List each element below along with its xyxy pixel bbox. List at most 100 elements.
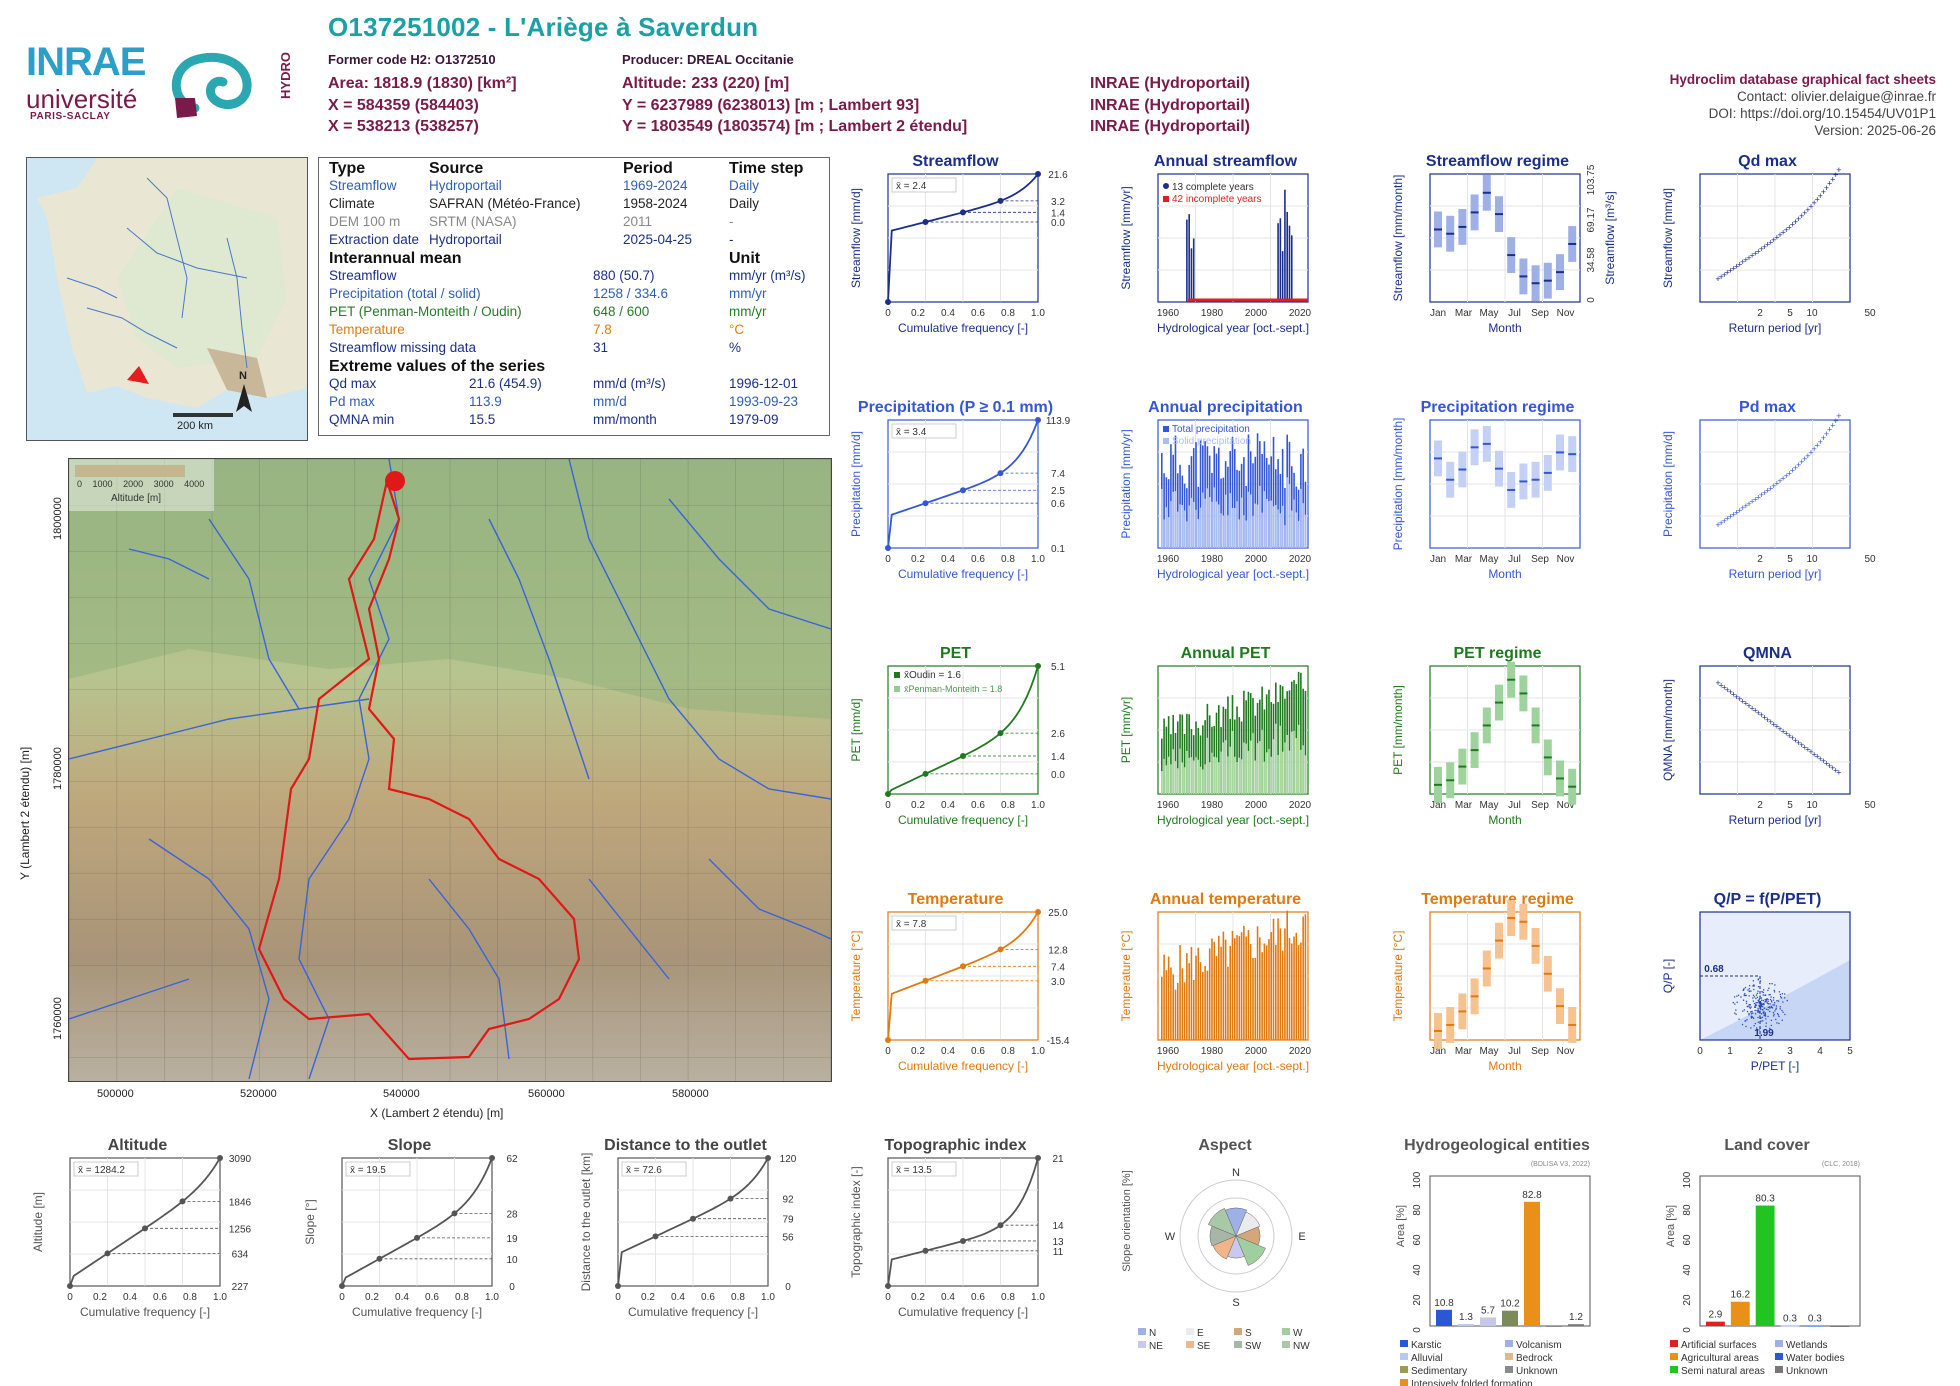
year-bar: [1186, 219, 1188, 302]
year-bar: [1192, 448, 1195, 548]
year-bar: [1192, 238, 1195, 302]
right-tick: 21: [1052, 1154, 1064, 1165]
doi-link[interactable]: DOI: https://doi.org/10.15454/UV01P1: [1708, 106, 1936, 121]
x-tick: 2: [1757, 308, 1763, 319]
year-bar: [1240, 721, 1243, 794]
right-tick: 7.4: [1051, 962, 1065, 973]
year-bar: [1176, 982, 1179, 1040]
map-xtick: 580000: [672, 1088, 709, 1100]
qp-point: [1779, 996, 1782, 998]
legend-swatch: [1400, 1353, 1408, 1360]
qp-point: [1744, 986, 1747, 989]
year-bar: [1190, 248, 1193, 302]
chart-title: Annual precipitation: [1148, 399, 1303, 416]
return-point: +: [1765, 715, 1770, 725]
compass-label: S: [1232, 1297, 1239, 1309]
page-title: O137251002 - L'Ariège à Saverdun: [328, 12, 759, 42]
return-point: +: [1728, 512, 1733, 522]
return-point: +: [1743, 255, 1748, 265]
right-tick: 0.6: [1051, 499, 1065, 510]
x-tick: 4: [1817, 1046, 1823, 1057]
qp-point: [1757, 990, 1759, 992]
x-axis-label: Cumulative frequency [-]: [898, 813, 1028, 827]
year-bar: [1206, 970, 1209, 1040]
legend-swatch: [1163, 426, 1169, 432]
mean-box: [891, 1161, 957, 1177]
x-axis-label: Cumulative frequency [-]: [898, 321, 1028, 335]
year-bar-secondary: [1288, 483, 1291, 548]
qp-point: [1777, 1000, 1780, 1002]
x-tick: 0: [885, 1292, 891, 1303]
chart-title: Precipitation regime: [1421, 399, 1575, 416]
qp-point: [1755, 994, 1758, 996]
year-bar: [1247, 434, 1250, 548]
qp-point: [1765, 1022, 1767, 1024]
qp-point: [1754, 1005, 1756, 1007]
year-bar-secondary: [1259, 741, 1261, 794]
map-xtick: 500000: [97, 1088, 134, 1100]
x-tick: 0.8: [731, 1292, 745, 1303]
th-type: Type: [329, 160, 366, 177]
qp-point: [1776, 1013, 1779, 1015]
bar-value: 1.2: [1569, 1312, 1583, 1323]
qp-point: [1734, 1003, 1736, 1005]
return-point: +: [1759, 490, 1764, 500]
return-point: +: [1734, 507, 1739, 517]
year-bar-secondary: [1286, 477, 1288, 548]
qmna-chart: QMNA Return period [yr] QMNA [mm/month] 2 5 1…: [1661, 645, 1876, 827]
landcover-chart: Land cover Area [%] (CLC, 2018) 0 20 40 60 80 10…: [1665, 1137, 1861, 1377]
year-bar-secondary: [1208, 497, 1211, 548]
qp-point: [1784, 997, 1786, 999]
x-tick: 1.0: [213, 1292, 227, 1303]
return-point: +: [1818, 754, 1823, 764]
qp-point: [1757, 999, 1759, 1002]
year-bar: [1233, 938, 1236, 1040]
year-bar-secondary: [1208, 762, 1211, 794]
year-bar-secondary: [1231, 730, 1234, 794]
mean-box: [345, 1161, 411, 1177]
y-tick: 100: [1682, 1171, 1693, 1188]
outlet-marker: [385, 471, 405, 491]
compass-label: E: [1298, 1231, 1305, 1243]
return-point: +: [1802, 454, 1807, 464]
return-point: +: [1815, 752, 1820, 762]
year-bar-secondary: [1206, 737, 1209, 794]
x-tick: 5: [1847, 1046, 1853, 1057]
return-point: +: [1762, 488, 1767, 498]
qp-point: [1757, 1001, 1759, 1004]
x-tick: 0.8: [1001, 1292, 1015, 1303]
qp-point: [1750, 1017, 1753, 1019]
chart-title: PET: [940, 645, 971, 662]
x-tick: 1980: [1201, 308, 1224, 319]
qp-point: [1752, 984, 1755, 987]
qp-point: [1762, 991, 1764, 994]
db-title: Hydroclim database graphical fact sheets: [1669, 72, 1936, 87]
return-point: +: [1740, 503, 1745, 513]
return-point: +: [1830, 420, 1835, 430]
return-point: +: [1830, 174, 1835, 184]
return-point: +: [1799, 457, 1804, 467]
legend-swatch: [1163, 196, 1169, 202]
qp-point: [1779, 993, 1782, 996]
year-bar: [1238, 717, 1241, 794]
bar: [1780, 1325, 1800, 1327]
year-bar-secondary: [1174, 761, 1177, 794]
quantile-point: [1035, 171, 1041, 177]
year-bar: [1172, 974, 1174, 1040]
table-row: Temperature 7.8 °C: [329, 322, 745, 337]
source-label: (CLC, 2018): [1822, 1161, 1860, 1168]
x-tick: 0.2: [365, 1292, 379, 1303]
year-bar: [1188, 963, 1190, 1040]
x-tick: 0.8: [183, 1292, 197, 1303]
mean-label: x̄ = 72.6: [626, 1165, 662, 1176]
year-bar-secondary: [1249, 494, 1252, 548]
scale-label: 200 km: [177, 420, 214, 432]
qp-point: [1777, 1014, 1780, 1016]
qp-point: [1765, 1001, 1767, 1003]
x-tick: 0: [885, 1046, 891, 1057]
year-bar-secondary: [1172, 491, 1174, 548]
bar: [1436, 1309, 1452, 1326]
x-tick: 0: [885, 800, 891, 811]
chart-title: QMNA: [1743, 645, 1792, 662]
qp-point: [1748, 988, 1750, 990]
